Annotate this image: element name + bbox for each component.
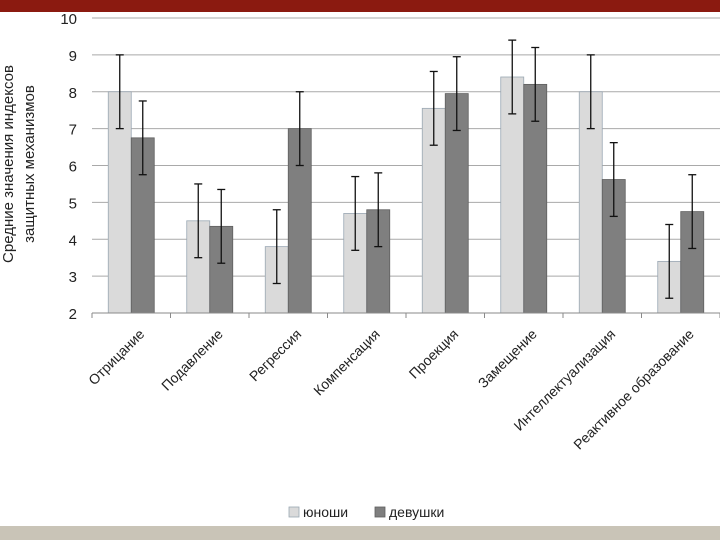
x-tick-label: Компенсация: [310, 326, 383, 399]
y-tick-label: 9: [69, 48, 77, 65]
x-tick-label: Замещение: [475, 326, 540, 391]
legend-label-girls: девушки: [389, 504, 444, 520]
bottom-bar: [0, 526, 720, 540]
y-tick-label: 10: [60, 11, 77, 28]
legend: юноши девушки: [288, 504, 444, 520]
y-tick-label: 6: [69, 159, 77, 176]
top-title-bar: [0, 0, 720, 12]
y-tick-label: 7: [69, 122, 77, 139]
bars: [107, 76, 705, 314]
y-axis-ticks: 2 3 4 5 6 7 8 9 10: [60, 11, 77, 323]
legend-swatch-girls: [374, 506, 386, 518]
gridlines: [92, 17, 720, 314]
y-axis-title-line-2: защитных механизмов: [21, 85, 38, 243]
x-axis: [91, 312, 720, 318]
x-tick-label: Отрицание: [85, 326, 147, 388]
x-tick-label: Регрессия: [246, 326, 304, 384]
legend-swatch-boys: [288, 506, 300, 518]
y-tick-label: 2: [69, 306, 77, 323]
y-tick-label: 8: [69, 85, 77, 102]
y-tick-label: 4: [69, 232, 77, 249]
x-tick-label: Проекция: [406, 326, 462, 382]
y-axis-title-line-1: Средние значения индексов: [0, 65, 17, 263]
error-bars: [115, 39, 697, 299]
x-axis-labels: Отрицание Подавление Регрессия Компенсация П…: [85, 326, 697, 453]
legend-label-boys: юноши: [303, 504, 348, 520]
x-tick-label: Подавление: [158, 326, 226, 394]
y-tick-label: 3: [69, 269, 77, 286]
y-tick-label: 5: [69, 195, 77, 212]
